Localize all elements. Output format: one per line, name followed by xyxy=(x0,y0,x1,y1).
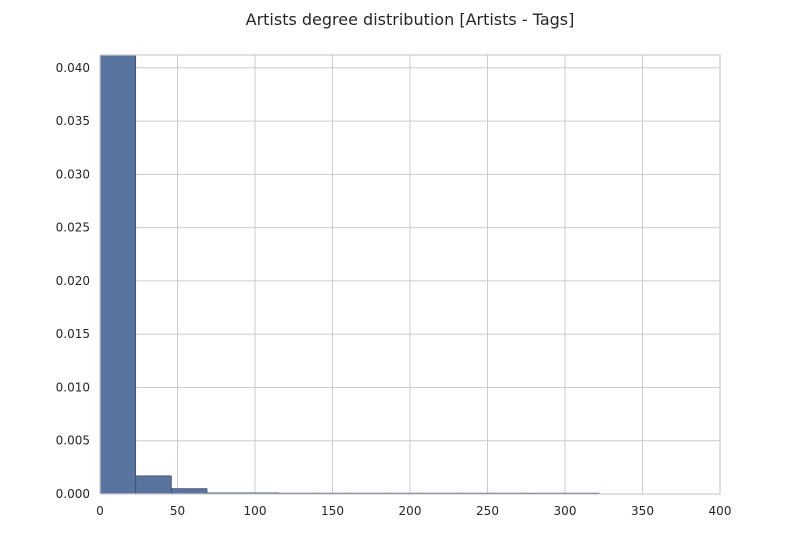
x-tick-label: 200 xyxy=(399,504,422,518)
plot-frame xyxy=(99,54,721,495)
x-tick-label: 300 xyxy=(554,504,577,518)
x-tick-label: 250 xyxy=(476,504,499,518)
histogram-bar xyxy=(170,488,208,495)
y-tick-label: 0.000 xyxy=(56,487,90,501)
y-axis-ticks: 0.000 0.005 0.010 0.015 0.020 0.025 0.030 0.035… xyxy=(56,61,90,501)
x-tick-label: 400 xyxy=(709,504,732,518)
y-tick-label: 0.020 xyxy=(56,274,90,288)
chart-title: Artists degree distribution [Artists - T… xyxy=(245,10,575,29)
y-tick-label: 0.005 xyxy=(56,434,90,448)
y-tick-label: 0.035 xyxy=(56,114,90,128)
x-tick-label: 350 xyxy=(631,504,654,518)
x-tick-label: 50 xyxy=(170,504,185,518)
histogram-bar xyxy=(99,54,137,495)
y-tick-label: 0.025 xyxy=(56,221,90,235)
x-tick-label: 100 xyxy=(244,504,267,518)
y-tick-label: 0.010 xyxy=(56,380,90,394)
grid-layer xyxy=(99,55,721,495)
x-tick-label: 0 xyxy=(96,504,104,518)
x-tick-label: 150 xyxy=(321,504,344,518)
x-axis-ticks: 0 50 100 150 200 250 300 350 400 xyxy=(96,504,731,518)
y-tick-label: 0.015 xyxy=(56,327,90,341)
histogram-bar xyxy=(135,475,172,495)
y-tick-label: 0.030 xyxy=(56,167,90,181)
y-tick-label: 0.040 xyxy=(56,61,90,75)
